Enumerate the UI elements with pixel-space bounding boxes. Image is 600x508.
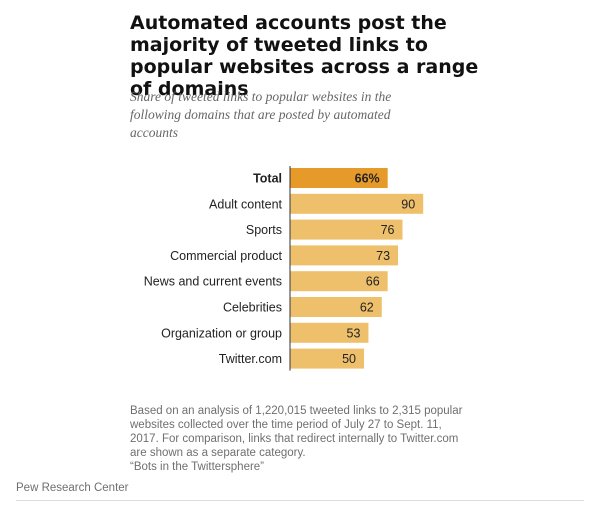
value-label: 90	[401, 197, 415, 211]
note-line: websites collected over the time period …	[130, 419, 442, 431]
bar-7	[290, 348, 364, 369]
chart-title: Automated accounts post the majority of …	[130, 12, 479, 100]
category-label: Commercial product	[170, 249, 282, 263]
value-label: 53	[347, 326, 361, 340]
bar-0	[290, 168, 388, 188]
category-label: News and current events	[144, 275, 282, 289]
bar-2	[290, 219, 403, 240]
chart-subtitle: Share of tweeted links to popular websit…	[130, 89, 392, 140]
note-line: Based on an analysis of 1,220,015 tweete…	[130, 405, 463, 417]
category-label: Twitter.com	[219, 352, 282, 366]
value-label: 73	[376, 249, 390, 263]
footer-divider	[16, 500, 584, 501]
category-label: Total	[253, 172, 282, 186]
value-label: 50	[342, 352, 356, 366]
category-label: Adult content	[209, 197, 282, 211]
note-line: “Bots in the Twittersphere”	[130, 461, 265, 473]
bar-5	[290, 297, 382, 317]
chart-note: Based on an analysis of 1,220,015 tweete…	[130, 404, 470, 474]
bar-6	[290, 322, 369, 343]
value-label: 62	[360, 301, 374, 315]
bar-chart: Total 66% Adult content 90 Sports 76 Commercia…	[144, 166, 424, 371]
bar-3	[290, 245, 399, 266]
value-label: 66	[366, 275, 380, 289]
note-line: are shown as a separate category.	[130, 447, 306, 459]
category-label: Celebrities	[223, 301, 282, 315]
value-label: 76	[381, 223, 395, 237]
bar-1	[290, 193, 424, 214]
bar-4	[290, 271, 388, 292]
note-line: 2017. For comparison, links that redirec…	[130, 433, 459, 445]
source-credit: Pew Research Center	[16, 482, 129, 494]
category-label: Sports	[246, 223, 282, 237]
category-label: Organization or group	[161, 326, 282, 340]
value-label: 66%	[355, 172, 380, 186]
